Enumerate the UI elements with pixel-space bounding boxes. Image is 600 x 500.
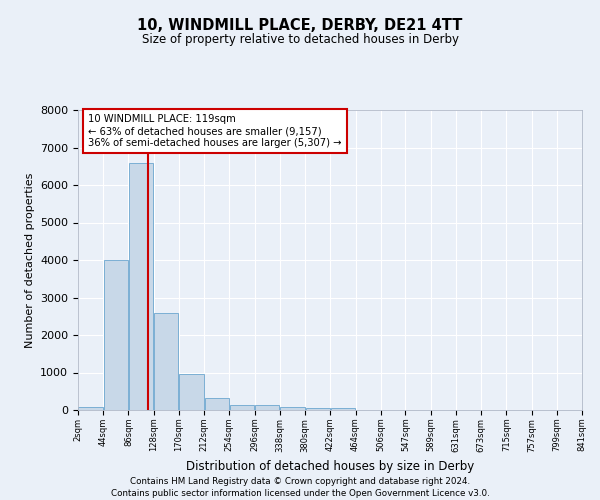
- Bar: [280, 407, 305, 410]
- Bar: [255, 405, 280, 410]
- Bar: [154, 312, 178, 410]
- Text: Contains HM Land Registry data © Crown copyright and database right 2024.: Contains HM Land Registry data © Crown c…: [130, 478, 470, 486]
- Text: 10 WINDMILL PLACE: 119sqm
← 63% of detached houses are smaller (9,157)
36% of se: 10 WINDMILL PLACE: 119sqm ← 63% of detac…: [88, 114, 341, 148]
- Text: Contains public sector information licensed under the Open Government Licence v3: Contains public sector information licen…: [110, 489, 490, 498]
- Text: Size of property relative to detached houses in Derby: Size of property relative to detached ho…: [142, 32, 458, 46]
- Bar: [104, 260, 128, 410]
- Bar: [179, 374, 203, 410]
- X-axis label: Distribution of detached houses by size in Derby: Distribution of detached houses by size …: [186, 460, 474, 473]
- Text: 10, WINDMILL PLACE, DERBY, DE21 4TT: 10, WINDMILL PLACE, DERBY, DE21 4TT: [137, 18, 463, 32]
- Bar: [79, 408, 103, 410]
- Bar: [230, 405, 254, 410]
- Bar: [305, 408, 330, 410]
- Bar: [331, 408, 355, 410]
- Y-axis label: Number of detached properties: Number of detached properties: [25, 172, 35, 348]
- Bar: [129, 162, 153, 410]
- Bar: [205, 398, 229, 410]
